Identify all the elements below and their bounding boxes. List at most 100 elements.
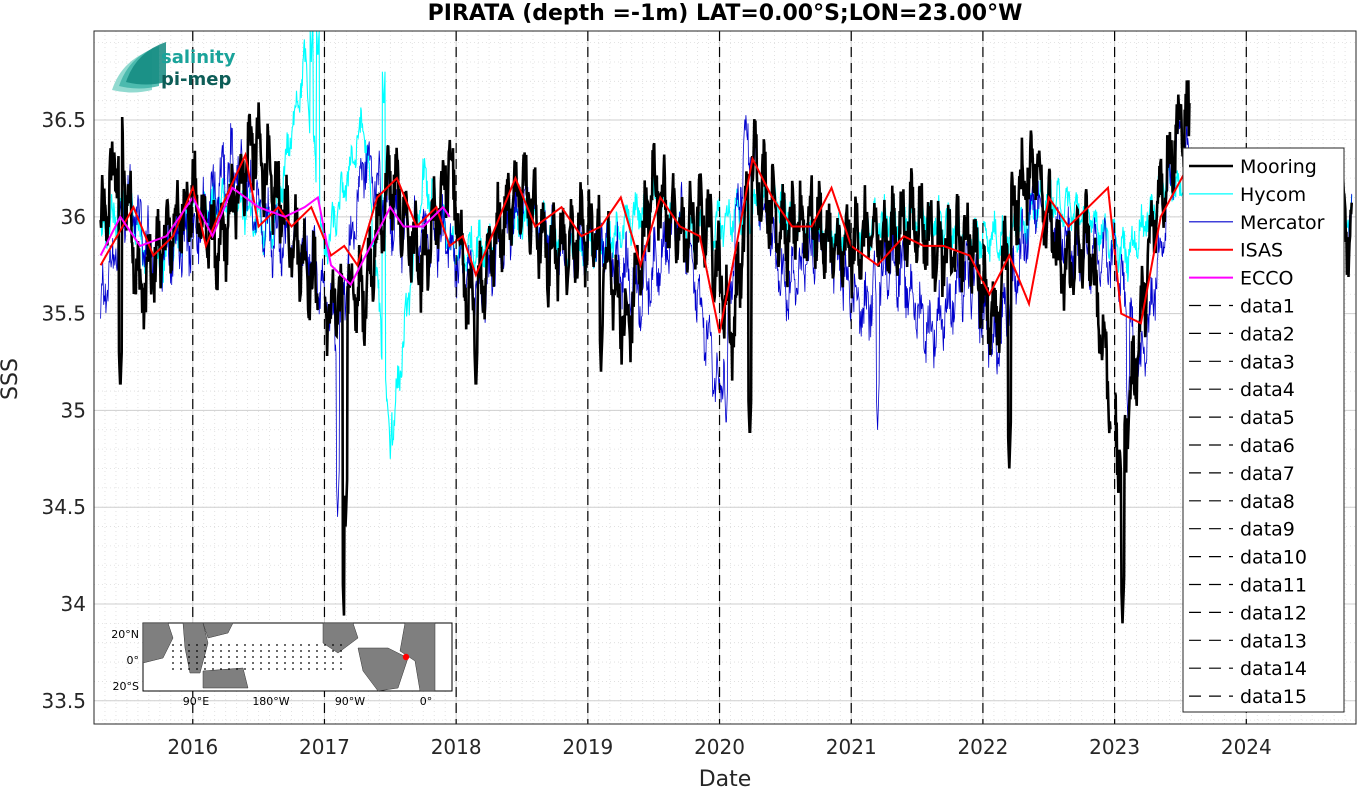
inset-buoy-dot <box>340 650 342 652</box>
inset-lat-label: 20°S <box>113 680 139 693</box>
inset-buoy-dot <box>284 662 286 664</box>
inset-buoy-dot <box>204 656 206 658</box>
inset-buoy-dot <box>188 650 190 652</box>
chart-title: PIRATA (depth =-1m) LAT=0.00°S;LON=23.00… <box>428 1 1023 26</box>
inset-buoy-dot <box>332 650 334 652</box>
inset-buoy-dot <box>196 650 198 652</box>
legend-label-mercator: Mercator <box>1240 212 1325 234</box>
y-tick-label: 36 <box>61 205 86 229</box>
inset-buoy-dot <box>300 656 302 658</box>
inset-buoy-dot <box>220 644 222 646</box>
inset-buoy-dot <box>172 644 174 646</box>
x-tick-label: 2020 <box>694 735 745 759</box>
legend-label-data9: data9 <box>1240 519 1295 541</box>
inset-buoy-dot <box>284 644 286 646</box>
inset-buoy-dot <box>268 668 270 670</box>
inset-buoy-dot <box>252 662 254 664</box>
legend-label-data11: data11 <box>1240 575 1307 597</box>
inset-buoy-dot <box>316 662 318 664</box>
inset-buoy-dot <box>276 656 278 658</box>
logo-line2: pi-mep <box>161 69 231 90</box>
inset-buoy-dot <box>324 662 326 664</box>
inset-buoy-dot <box>308 650 310 652</box>
inset-buoy-dot <box>180 644 182 646</box>
inset-buoy-dot <box>228 668 230 670</box>
plot-area: 2016 2017 2018 2019 2020 2021 2022 2023 2024 33.5… <box>41 30 1357 759</box>
inset-buoy-dot <box>244 656 246 658</box>
inset-buoy-dot <box>180 668 182 670</box>
series-hycom <box>100 30 1353 459</box>
inset-buoy-dot <box>268 650 270 652</box>
inset-buoy-dot <box>236 668 238 670</box>
inset-land <box>202 622 234 639</box>
inset-buoy-dot <box>212 662 214 664</box>
inset-buoy-dot <box>188 668 190 670</box>
y-tick-label: 35.5 <box>41 302 86 326</box>
inset-buoy-dot <box>276 644 278 646</box>
legend: Mooring Hycom Mercator ISAS ECCO data1 data2 da… <box>1182 147 1345 713</box>
inset-buoy-dot <box>276 650 278 652</box>
x-tick-label: 2016 <box>167 735 218 759</box>
inset-buoy-dot <box>196 656 198 658</box>
inset-land <box>142 622 174 664</box>
inset-buoy-dot <box>260 668 262 670</box>
inset-buoy-dot <box>244 662 246 664</box>
inset-buoy-dot <box>292 668 294 670</box>
inset-buoy-dot <box>212 644 214 646</box>
x-tick-label: 2019 <box>562 735 613 759</box>
inset-buoy-dot <box>268 662 270 664</box>
inset-buoy-dot <box>292 662 294 664</box>
legend-box <box>1182 147 1345 713</box>
inset-buoy-dot <box>276 668 278 670</box>
legend-label-data13: data13 <box>1240 630 1307 652</box>
series-line-ecco <box>99 186 451 287</box>
inset-buoy-dot <box>284 668 286 670</box>
legend-label-isas: ISAS <box>1240 240 1283 262</box>
x-tick-label: 2017 <box>299 735 350 759</box>
inset-buoy-dot <box>308 656 310 658</box>
inset-buoy-dot <box>204 650 206 652</box>
inset-buoy-dot <box>252 668 254 670</box>
x-tick-label: 2018 <box>431 735 482 759</box>
inset-lon-label: 180°W <box>252 695 289 708</box>
x-tick-label: 2023 <box>1089 735 1140 759</box>
legend-label-data8: data8 <box>1240 491 1295 513</box>
y-axis-label: SSS <box>0 358 23 400</box>
y-tick-label: 34.5 <box>41 495 86 519</box>
inset-buoy-dot <box>308 668 310 670</box>
legend-label-data12: data12 <box>1240 602 1307 624</box>
inset-buoy-dot <box>340 656 342 658</box>
inset-buoy-dot <box>340 662 342 664</box>
inset-lat-label: 20°N <box>111 628 139 641</box>
series-ecco <box>99 186 451 287</box>
plot-frame <box>93 30 1357 725</box>
inset-buoy-dot <box>236 656 238 658</box>
legend-label-data15: data15 <box>1240 686 1307 708</box>
x-tick-label: 2022 <box>957 735 1008 759</box>
inset-buoy-dot <box>332 668 334 670</box>
inset-lon-label: 90°W <box>335 695 365 708</box>
y-tick-label: 36.5 <box>41 108 86 132</box>
series-line-mooring <box>99 80 1353 624</box>
legend-label-data2: data2 <box>1240 323 1295 345</box>
inset-buoy-dot <box>324 656 326 658</box>
inset-buoy-dot <box>180 650 182 652</box>
inset-buoy-dot <box>316 668 318 670</box>
inset-buoy-dot <box>188 656 190 658</box>
inset-buoy-dot <box>340 668 342 670</box>
inset-buoy-dot <box>316 656 318 658</box>
inset-buoy-dot <box>276 662 278 664</box>
logo-wave-icon <box>126 42 166 85</box>
inset-lon-label: 90°E <box>183 695 209 708</box>
legend-label-data1: data1 <box>1240 296 1295 318</box>
legend-label-data5: data5 <box>1240 407 1295 429</box>
inset-buoy-dot <box>172 668 174 670</box>
inset-buoy-dot <box>300 650 302 652</box>
inset-buoy-dot <box>284 650 286 652</box>
legend-label-mooring: Mooring <box>1240 156 1317 178</box>
inset-buoy-dot <box>244 644 246 646</box>
inset-lat-label: 0° <box>127 654 140 667</box>
inset-buoy-dot <box>172 650 174 652</box>
inset-location-marker <box>402 653 410 661</box>
inset-buoy-dot <box>196 668 198 670</box>
